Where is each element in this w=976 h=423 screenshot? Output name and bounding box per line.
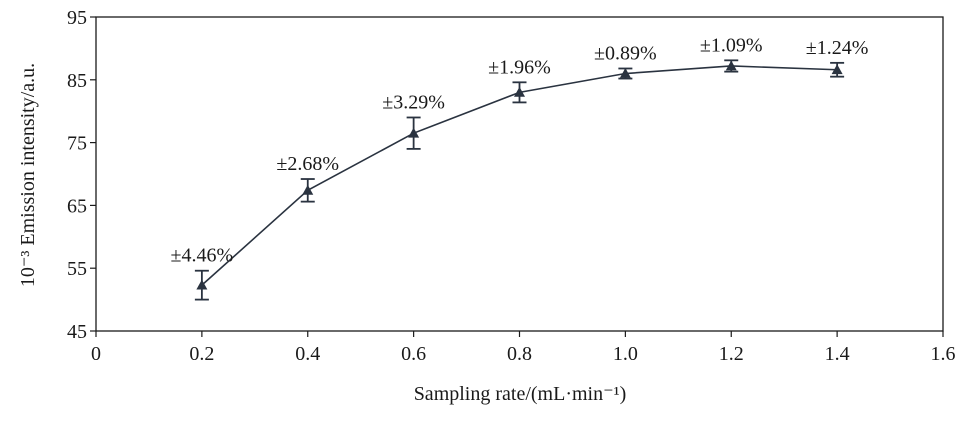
x-tick-label: 0.8	[507, 343, 532, 365]
markers	[196, 60, 843, 290]
data-point-marker	[196, 279, 208, 290]
y-tick-label: 45	[67, 321, 87, 343]
x-axis: 0 0.2 0.4 0.6 0.8 1.0 1.2 1.4 1.6	[91, 331, 956, 365]
y-tick-label: 95	[67, 7, 87, 29]
data-label: ±2.68%	[276, 153, 339, 175]
data-point-marker	[725, 60, 737, 71]
y-tick-label: 65	[67, 195, 87, 217]
x-tick-label: 1.2	[719, 343, 744, 365]
y-axis: 45 55 65 75 85 95	[67, 7, 96, 343]
data-label: ±1.96%	[488, 56, 551, 78]
y-tick-label: 85	[67, 70, 87, 92]
x-tick-label: 0.2	[189, 343, 214, 365]
y-tick-label: 55	[67, 258, 87, 280]
data-point-marker	[408, 127, 420, 138]
error-bars	[194, 59, 845, 301]
data-label: ±0.89%	[594, 42, 657, 64]
data-point-marker	[831, 64, 843, 75]
x-tick-label: 1.0	[613, 343, 638, 365]
y-axis-label: 10⁻³ Emission intensity/a.u.	[17, 63, 39, 287]
y-tick-label: 75	[67, 133, 87, 155]
data-label: ±4.46%	[171, 245, 234, 267]
x-tick-label: 0	[91, 343, 101, 365]
data-label: ±1.24%	[806, 37, 869, 59]
x-tick-label: 1.6	[931, 343, 956, 365]
x-tick-label: 1.4	[825, 343, 850, 365]
x-tick-label: 0.4	[295, 343, 320, 365]
x-axis-label: Sampling rate/(mL·min⁻¹)	[414, 383, 627, 405]
data-point-marker	[619, 68, 631, 78]
x-tick-label: 0.6	[401, 343, 426, 365]
data-label: ±3.29%	[382, 91, 445, 113]
data-label: ±1.09%	[700, 34, 763, 56]
data-point-marker	[302, 184, 314, 195]
data-labels: ±4.46% ±2.68% ±3.29% ±1.96% ±0.89% ±1.09% ±1.2…	[171, 34, 869, 266]
data-point-marker	[514, 86, 525, 97]
